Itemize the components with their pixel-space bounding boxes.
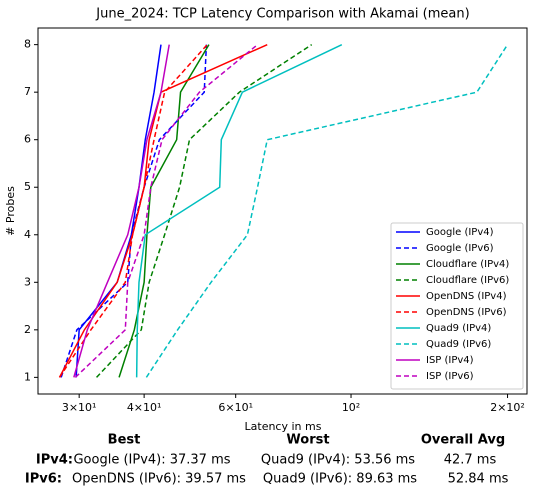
legend-label: Cloudflare (IPv6) [426, 275, 509, 286]
y-tick-label: 7 [24, 85, 31, 98]
legend-label: ISP (IPv4) [426, 355, 474, 366]
cell: 42.7 ms [444, 453, 497, 468]
y-tick-label: 2 [24, 323, 31, 336]
legend-label: OpenDNS (IPv4) [426, 291, 507, 302]
x-tick-label: 3×10¹ [62, 401, 97, 414]
cell: 52.84 ms [448, 472, 509, 487]
series-line [135, 43, 343, 378]
cell: OpenDNS (IPv6): 39.57 ms [72, 472, 246, 487]
y-tick-label: 6 [24, 133, 31, 146]
legend-box [390, 222, 524, 390]
legend-label: OpenDNS (IPv6) [426, 307, 507, 318]
legend-label: Google (IPv4) [426, 227, 494, 238]
y-tick-label: 5 [24, 180, 31, 193]
plot-frame [37, 27, 528, 395]
series-line [73, 44, 170, 378]
series-line [74, 44, 259, 378]
row-label: IPv6: [25, 472, 62, 487]
series-line [96, 44, 313, 378]
x-tick-label: 6×10¹ [218, 401, 253, 414]
legend-label: ISP (IPv6) [426, 371, 474, 382]
series-line [145, 44, 509, 378]
legend-label: Quad9 (IPv4) [426, 323, 491, 334]
y-axis-label: # Probes [4, 186, 17, 236]
y-tick-label: 4 [24, 228, 31, 241]
series-line [75, 44, 162, 378]
cell: Google (IPv4): 37.37 ms [73, 453, 230, 468]
x-tick-label: 2×10² [490, 401, 525, 414]
cell: Quad9 (IPv4): 53.56 ms [261, 453, 415, 468]
y-tick-label: 1 [24, 370, 31, 383]
legend-label: Cloudflare (IPv4) [426, 259, 509, 270]
y-tick-label: 3 [24, 275, 31, 288]
series-line [58, 44, 208, 378]
legend-label: Google (IPv6) [426, 243, 494, 254]
header: Overall Avg [421, 433, 505, 448]
x-tick-label: 4×10¹ [127, 401, 162, 414]
header: Best [108, 433, 141, 448]
legend-label: Quad9 (IPv6) [426, 339, 491, 350]
chart-title: June_2024: TCP Latency Comparison with A… [95, 7, 469, 22]
x-axis-label: Latency in ms [245, 420, 322, 433]
y-tick-label: 8 [24, 38, 31, 51]
header: Worst [286, 433, 329, 448]
series-line [118, 44, 210, 378]
cell: Quad9 (IPv6): 89.63 ms [263, 472, 417, 487]
series-line [60, 44, 208, 378]
x-tick-label: 10² [342, 401, 360, 414]
row-label: IPv4: [36, 453, 73, 468]
